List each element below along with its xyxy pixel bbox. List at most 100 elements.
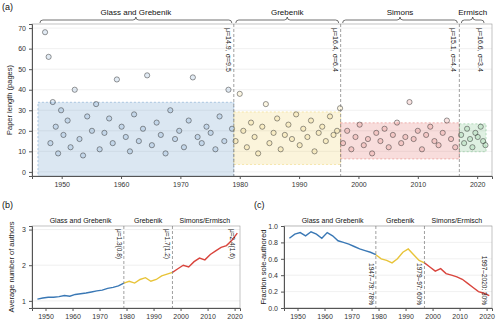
x-axis-tick: 1960	[65, 308, 81, 320]
point	[357, 122, 362, 127]
point	[312, 149, 317, 154]
point	[110, 141, 115, 146]
y-axis-title: Fraction sole-authored	[259, 229, 268, 304]
y-axis-tick: 3	[22, 226, 32, 233]
editor-label: Ermisch	[458, 8, 487, 17]
grid	[32, 230, 240, 301]
period-divider	[233, 24, 234, 176]
y-axis-tick-mark	[29, 69, 32, 70]
x-axis-tick-mark	[46, 308, 47, 311]
editor-label: Grebenik	[134, 217, 163, 224]
point	[131, 112, 136, 117]
period-divider	[340, 24, 341, 176]
y-axis-tick-mark	[281, 292, 284, 293]
range-band	[38, 102, 234, 176]
point	[305, 134, 310, 139]
point	[186, 118, 191, 123]
point	[440, 130, 445, 135]
y-axis-tick-label: 1.0	[268, 223, 278, 230]
point	[154, 120, 159, 125]
point	[301, 126, 306, 131]
editor-bracket	[40, 17, 232, 23]
point	[217, 114, 222, 119]
y-axis-tick: 1	[22, 298, 32, 305]
y-axis-tick-label: 30	[18, 107, 26, 114]
grid-line	[284, 242, 492, 243]
y-axis-tick-label: 0	[22, 169, 26, 176]
grid-line	[284, 258, 492, 259]
point	[365, 136, 370, 141]
point	[394, 120, 399, 125]
y-axis-tick-mark	[29, 172, 32, 173]
x-axis-tick-label: 1970	[344, 313, 360, 320]
x-axis-tick: 2000	[173, 308, 189, 320]
x-axis: 19501960197019801990200020102020	[285, 308, 495, 320]
y-axis-tick-label: 10	[18, 148, 26, 155]
x-axis-tick: 1960	[317, 308, 333, 320]
point	[77, 136, 82, 141]
panel: 19501960197019801990200020102020123Avera…	[2, 200, 243, 320]
editor-label: Simons/Ermisch	[180, 217, 231, 224]
point	[419, 147, 424, 152]
y-axis-tick: 1.0	[268, 223, 284, 230]
series-line	[37, 283, 123, 299]
series-line	[124, 272, 173, 283]
x-axis-tick-label: 2000	[351, 181, 367, 188]
grid-line	[284, 291, 492, 292]
x-axis-tick: 2020	[470, 176, 486, 188]
x-axis-tick-mark	[325, 308, 326, 311]
x-axis-tick-label: 2010	[200, 313, 216, 320]
point	[163, 151, 168, 156]
point	[114, 77, 119, 82]
point	[177, 128, 182, 133]
x-axis-tick-label: 1950	[290, 313, 306, 320]
point	[127, 149, 132, 154]
x-axis-tick-label: 2010	[411, 181, 427, 188]
editor-label: Glass and Grebenik	[101, 8, 173, 17]
point	[267, 141, 272, 146]
point	[68, 145, 73, 150]
y-axis-tick-label: 40	[18, 86, 26, 93]
y-axis-line	[29, 227, 33, 309]
editor-label: Grebenik	[271, 8, 304, 17]
y-axis-tick-label: 0.8	[268, 239, 278, 246]
x-axis-tick: 2020	[479, 308, 495, 320]
x-axis-tick-mark	[487, 308, 488, 311]
point	[308, 118, 313, 123]
x-axis-tick-mark	[62, 176, 63, 179]
point	[237, 91, 242, 96]
point	[424, 132, 429, 137]
point	[241, 128, 246, 133]
point	[222, 138, 227, 143]
x-axis-tick-mark	[121, 176, 122, 179]
stats-annotation: μ=15.1, σ=4.4	[449, 28, 457, 72]
x-axis: 19501960197019801990200020102020	[33, 308, 243, 320]
x-axis-tick-mark	[299, 176, 300, 179]
y-axis-tick-mark	[29, 110, 32, 111]
y-axis-tick: 20	[18, 128, 32, 135]
point	[53, 124, 58, 129]
point	[119, 124, 124, 129]
point	[136, 138, 141, 143]
x-axis-tick: 2010	[200, 308, 216, 320]
grid	[32, 28, 492, 172]
point	[46, 54, 51, 59]
y-axis-tick: 70	[18, 25, 32, 32]
y-axis-tick-mark	[281, 242, 284, 243]
x-axis-tick-label: 1980	[232, 181, 248, 188]
x-axis-tick-label: 2010	[452, 313, 468, 320]
point	[444, 118, 449, 123]
point	[316, 130, 321, 135]
stats-annotation: μ=2.4(1.6)	[228, 229, 236, 259]
x-axis-tick: 2000	[425, 308, 441, 320]
editor-bracket	[461, 17, 484, 23]
point	[204, 124, 209, 129]
point	[320, 124, 325, 129]
range-band	[341, 123, 460, 159]
x-axis-tick-mark	[406, 308, 407, 311]
point	[172, 136, 177, 141]
editor-label: Glass and Grebenik	[302, 217, 364, 224]
x-axis-tick: 2020	[227, 308, 243, 320]
period-divider	[459, 24, 460, 176]
y-axis: 0.00.20.40.60.81.0	[268, 223, 284, 312]
